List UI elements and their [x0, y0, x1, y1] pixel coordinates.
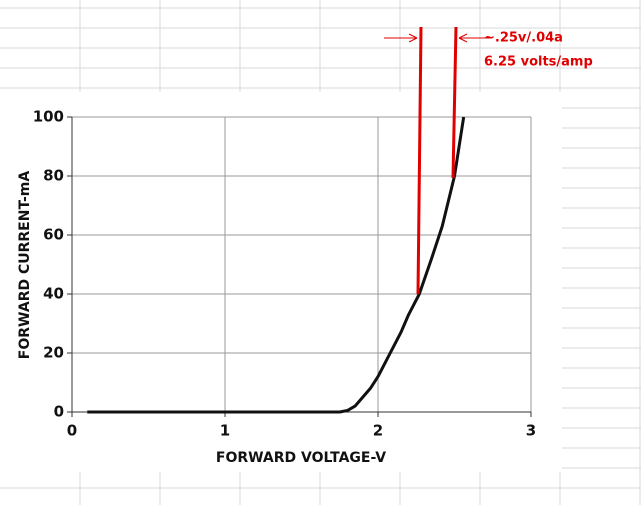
y-tick-label: 0	[54, 403, 64, 421]
arrow-head	[458, 33, 468, 43]
annotation-text: ~.25v/.04a	[484, 31, 563, 46]
y-tick-label: 40	[43, 285, 64, 303]
arrow-head	[408, 33, 418, 43]
x-axis-label: FORWARD VOLTAGE-V	[216, 450, 386, 466]
annotation: ~.25v/.04a 6.25 volts/amp	[384, 26, 593, 295]
chart-area	[0, 92, 562, 472]
y-tick-label: 80	[43, 167, 64, 185]
plot: 0 20 40 60 80 100 0 1 2 3	[33, 108, 537, 440]
data-line	[87, 116, 466, 414]
x-tick-label: 2	[373, 422, 383, 440]
x-tick-label: 3	[526, 422, 536, 440]
annotation-line	[416, 26, 423, 295]
x-tick-label: 0	[67, 422, 77, 440]
y-tick-label: 100	[33, 108, 64, 126]
annotation-line	[451, 26, 458, 179]
x-tick-label: 1	[220, 422, 230, 440]
y-tick-label: 60	[43, 226, 64, 244]
annotation-text: 6.25 volts/amp	[484, 55, 593, 70]
y-axis-label: FORWARD CURRENT-mA	[17, 171, 33, 360]
y-tick-label: 20	[43, 344, 64, 362]
